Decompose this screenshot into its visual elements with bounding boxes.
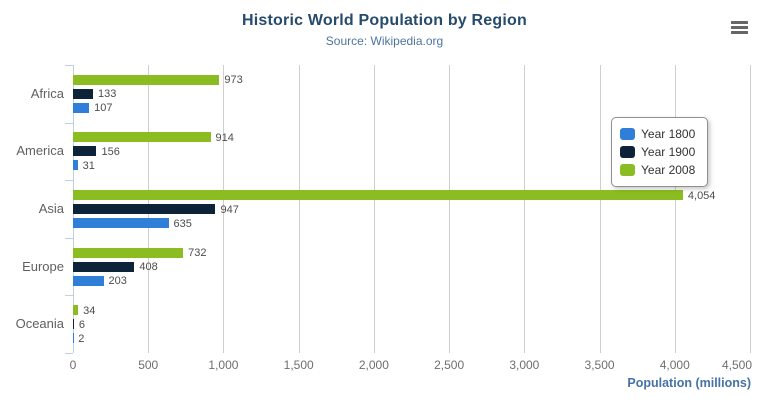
value-label: 732 [188, 247, 207, 260]
gridline [750, 65, 751, 353]
value-axis-tick-label: 0 [69, 358, 77, 372]
value-axis-tick-label: 3,500 [584, 358, 615, 372]
bar-europe-year-1800[interactable] [73, 275, 104, 286]
bar-africa-year-1800[interactable] [73, 102, 90, 113]
legend-item-label: Year 1800 [641, 127, 696, 141]
bar-asia-year-1800[interactable] [73, 218, 169, 228]
bar-oceania-year-1900[interactable] [73, 319, 74, 330]
legend-item-year-1900[interactable]: Year 1900 [620, 143, 695, 161]
legend: Year 1800 Year 1900 Year 2008 [611, 117, 709, 187]
bar-europe-year-2008[interactable] [73, 247, 184, 258]
value-label: 914 [215, 131, 234, 144]
value-axis-tick-label: 3,000 [509, 358, 540, 372]
value-axis-tick-label: 2,000 [358, 358, 389, 372]
value-label: 2 [78, 332, 85, 345]
bar-africa-year-1900[interactable] [73, 88, 93, 99]
value-label: 107 [94, 102, 113, 115]
value-axis-title: Population (millions) [627, 376, 751, 390]
bar-africa-year-2008[interactable] [73, 74, 220, 85]
legend-item-year-2008[interactable]: Year 2008 [620, 161, 695, 179]
legend-item-label: Year 1900 [641, 145, 696, 159]
category-axis-tick [65, 122, 73, 124]
value-axis-tick-label: 500 [138, 358, 159, 372]
bar-america-year-2008[interactable] [73, 132, 211, 143]
bar-america-year-1900[interactable] [73, 146, 97, 157]
gridline [674, 65, 676, 353]
category-axis-tick [65, 353, 73, 354]
gridline [373, 65, 375, 353]
bar-asia-year-1900[interactable] [73, 204, 216, 214]
value-axis-tick-label: 1,000 [208, 358, 239, 372]
category-label-africa: Africa [30, 85, 64, 101]
gridline [298, 65, 300, 353]
value-label: 31 [82, 159, 95, 172]
value-label: 973 [224, 74, 243, 87]
legend-swatch [620, 146, 635, 158]
value-label: 34 [83, 304, 96, 317]
legend-item-label: Year 2008 [641, 163, 696, 177]
gridline [524, 65, 526, 353]
hamburger-icon [731, 20, 751, 34]
bar-asia-year-2008[interactable] [73, 190, 683, 200]
category-label-europe: Europe [22, 258, 64, 274]
bar-oceania-year-2008[interactable] [73, 305, 79, 316]
value-label: 156 [101, 145, 120, 158]
chart-subtitle: Source: Wikipedia.org [325, 34, 444, 48]
value-axis-tick-label: 2,500 [434, 358, 465, 372]
legend-swatch [620, 128, 635, 140]
bar-europe-year-1900[interactable] [73, 261, 135, 272]
legend-item-year-1800[interactable]: Year 1800 [620, 125, 695, 143]
gridline [223, 65, 225, 353]
category-axis-tick [65, 295, 73, 297]
value-axis-tick-label: 4,000 [659, 358, 690, 372]
chart-title: Historic World Population by Region [242, 12, 527, 29]
category-label-oceania: Oceania [15, 316, 64, 332]
value-label: 635 [173, 217, 192, 230]
value-label: 203 [108, 275, 127, 288]
gridline [449, 65, 451, 353]
value-label: 133 [98, 88, 117, 101]
value-label: 947 [220, 203, 239, 216]
value-label: 408 [139, 261, 158, 274]
gridline [599, 65, 601, 353]
export-menu-button[interactable] [729, 18, 753, 38]
value-label: 4,054 [687, 189, 716, 202]
bar-america-year-1800[interactable] [73, 160, 78, 171]
value-axis-tick-label: 1,500 [283, 358, 314, 372]
value-label: 6 [78, 318, 86, 331]
legend-swatch [620, 164, 635, 176]
category-axis-tick [65, 65, 73, 66]
value-axis-tick-label: 4,500 [721, 358, 752, 372]
category-axis-tick [65, 237, 73, 239]
category-label-asia: Asia [38, 201, 64, 216]
category-axis-tick [65, 180, 73, 182]
category-label-america: America [16, 143, 64, 159]
